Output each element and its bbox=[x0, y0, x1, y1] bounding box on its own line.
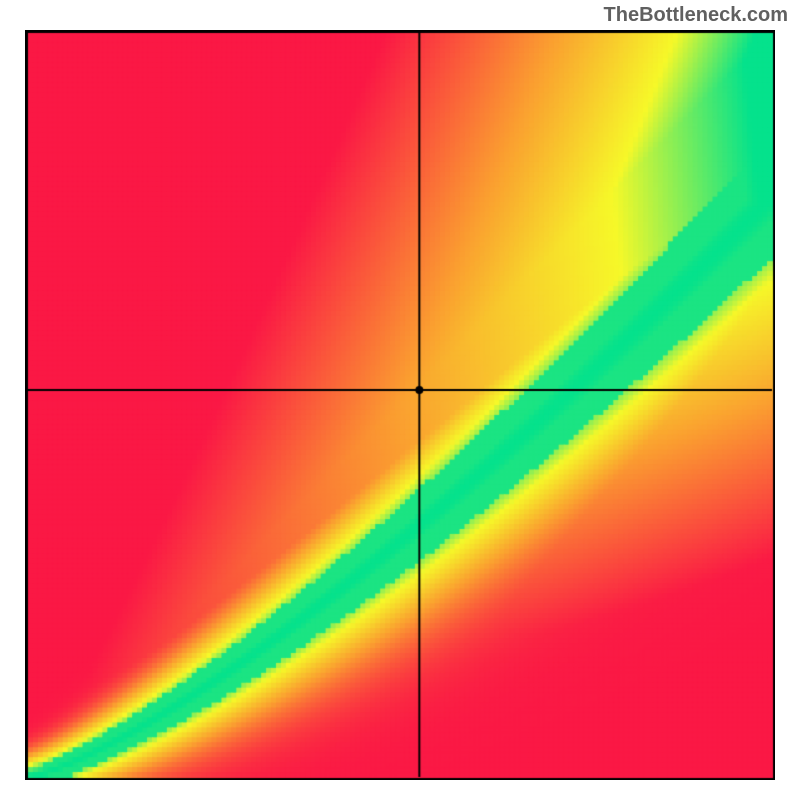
watermark-text: TheBottleneck.com bbox=[604, 4, 788, 27]
heatmap-plot bbox=[25, 30, 775, 780]
container: TheBottleneck.com bbox=[0, 0, 800, 800]
heatmap-canvas bbox=[25, 30, 775, 780]
